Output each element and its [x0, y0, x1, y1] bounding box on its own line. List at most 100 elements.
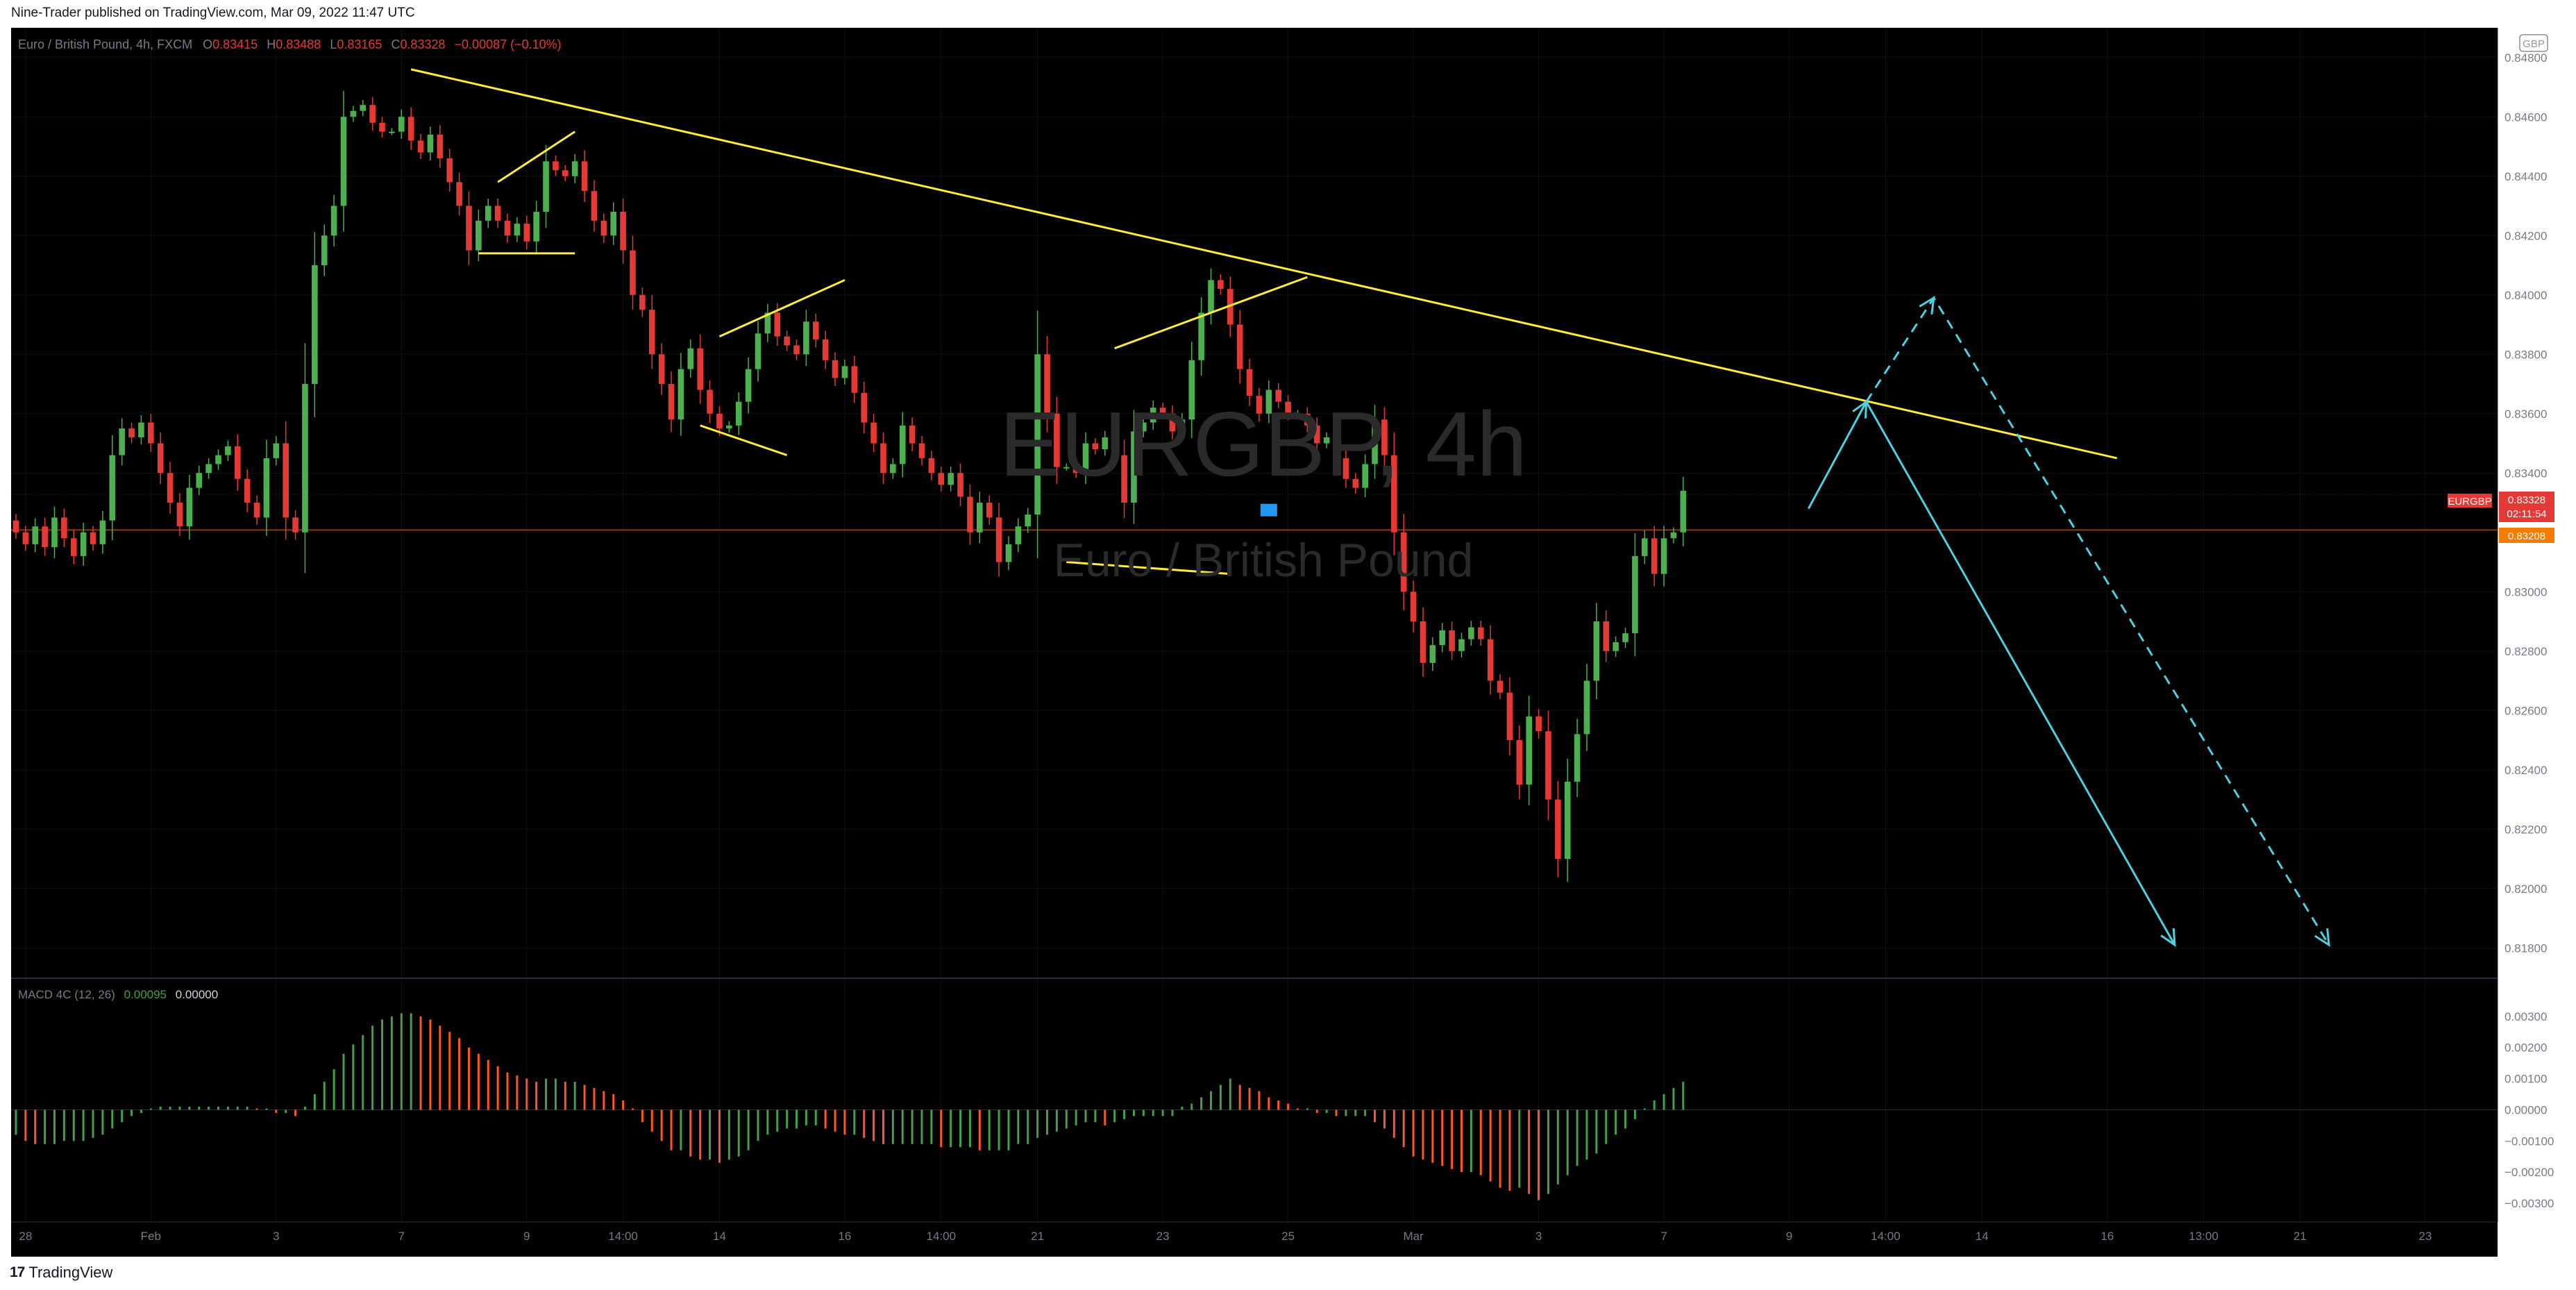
- candle-body: [687, 348, 694, 369]
- candle-body: [292, 517, 298, 533]
- pattern-top[interactable]: [1114, 276, 1308, 350]
- candle-body: [774, 312, 781, 337]
- candle-body: [648, 310, 655, 355]
- candle-body: [1641, 538, 1648, 556]
- candle-body: [1121, 455, 1127, 503]
- candle-body: [1131, 431, 1137, 503]
- candle-body: [1005, 544, 1012, 562]
- price-label-symbol-bg: [2448, 494, 2492, 508]
- candle-body: [1429, 645, 1436, 663]
- flag-top[interactable]: [497, 131, 576, 183]
- time-tick-label: Feb: [141, 1230, 161, 1243]
- candle-body: [1140, 422, 1147, 432]
- candle-body: [716, 413, 723, 429]
- price-label-value: 0.83328: [2508, 494, 2545, 506]
- macd-legend[interactable]: MACD 4C (12, 26) 0.00095 0.00000: [18, 988, 218, 1001]
- candle-body: [1159, 408, 1166, 414]
- candle-body: [119, 428, 125, 455]
- descending-trendline[interactable]: [410, 68, 2117, 460]
- projection-arrowhead-solid-mid: [1852, 399, 1868, 419]
- candle-body: [1111, 437, 1118, 455]
- candle-body: [938, 473, 945, 485]
- candle-body: [1054, 413, 1060, 467]
- currency-badge[interactable]: [2519, 34, 2548, 52]
- price-tick-label: 0.81800: [2505, 941, 2547, 955]
- candle-body: [764, 312, 771, 334]
- projection-arrowhead-solid: [2160, 928, 2176, 947]
- price-tick-label: 0.82200: [2505, 823, 2547, 836]
- candle-body: [553, 161, 559, 171]
- time-tick-label: 14: [713, 1230, 726, 1243]
- candle-body: [755, 333, 761, 369]
- tradingview-brand: TradingView: [28, 1264, 113, 1281]
- candle-body: [369, 105, 376, 123]
- candle-body: [890, 464, 896, 474]
- time-tick-label: 21: [1031, 1230, 1044, 1243]
- tradingview-footer[interactable]: 17 TradingView: [10, 1261, 112, 1284]
- candle-body: [1256, 396, 1263, 414]
- candle-body: [620, 212, 626, 251]
- pattern-bottom[interactable]: [700, 424, 788, 457]
- candle-body: [658, 354, 665, 384]
- price-tick-label: 0.83800: [2505, 348, 2547, 361]
- candle-body: [225, 446, 231, 455]
- candle-body: [1583, 680, 1590, 735]
- candle-body: [1506, 692, 1513, 740]
- candle-body: [1179, 419, 1186, 432]
- candle-body: [581, 161, 588, 192]
- candle-body: [967, 496, 973, 533]
- candle-body: [138, 422, 144, 437]
- candle-body: [591, 191, 598, 221]
- candle-body: [1535, 716, 1542, 732]
- candle-body: [1188, 360, 1195, 420]
- candle-body: [321, 235, 328, 265]
- candle-body: [51, 517, 58, 548]
- price-tick-label: 0.82000: [2505, 882, 2547, 896]
- price-tick-label: 0.84400: [2505, 170, 2547, 183]
- candle-body: [12, 520, 19, 533]
- candle-body: [668, 384, 675, 420]
- candle-body: [417, 140, 424, 153]
- candle-body: [1468, 627, 1474, 639]
- candle-body: [475, 220, 482, 251]
- candle-body: [263, 458, 270, 518]
- candle-body: [485, 206, 491, 221]
- candle-body: [571, 161, 578, 176]
- macd-value-2: 0.00000: [176, 988, 218, 1001]
- time-axis[interactable]: 28 Feb 3 7 9 14:00 14 16 14:00 21 23 25 Mar 3 7 9 14:00 1…: [11, 1221, 2498, 1243]
- macd-tick-label: 0.00200: [2505, 1041, 2547, 1055]
- candle-body: [851, 366, 858, 393]
- candle-body: [1285, 401, 1291, 414]
- time-tick-label: 28: [19, 1230, 32, 1243]
- candle-body: [1487, 639, 1494, 681]
- macd-tick-label: 0.00100: [2505, 1073, 2547, 1086]
- candle-body: [832, 360, 839, 378]
- price-axis[interactable]: 0.84800 0.84600 0.84400 0.84200 0.84000 0.838…: [2497, 28, 2554, 1222]
- time-tick-label: 3: [1535, 1230, 1542, 1243]
- candle-body: [1449, 630, 1455, 651]
- level-label: 0.83208: [2499, 528, 2554, 543]
- price-tick-label: 0.84600: [2505, 110, 2547, 124]
- time-tick-label: 23: [2418, 1230, 2432, 1243]
- candle-body: [630, 250, 636, 295]
- projection-arrowhead-dashed: [2314, 928, 2330, 947]
- candle-body: [918, 443, 925, 458]
- drawing-layer[interactable]: [410, 68, 2330, 947]
- candle-body: [812, 321, 819, 340]
- symbol-name: Euro / British Pound, 4h, FXCM: [18, 37, 192, 51]
- candle-body: [1236, 324, 1243, 369]
- time-tick-label: 3: [273, 1230, 279, 1243]
- pattern-top[interactable]: [718, 279, 845, 337]
- candle-body: [745, 369, 752, 402]
- candle-body: [995, 517, 1002, 562]
- projection-arrowhead-dashed-mid: [1919, 296, 1935, 315]
- candle-body: [841, 366, 848, 378]
- candle-body: [523, 224, 530, 242]
- flag-marker-icon[interactable]: [1260, 503, 1277, 517]
- symbol-legend[interactable]: Euro / British Pound, 4h, FXCM O0.83415 …: [18, 37, 562, 51]
- candle-body: [90, 532, 96, 544]
- pattern-bottom[interactable]: [1066, 561, 1231, 576]
- candle-body: [1063, 467, 1070, 469]
- candle-body: [1613, 642, 1619, 651]
